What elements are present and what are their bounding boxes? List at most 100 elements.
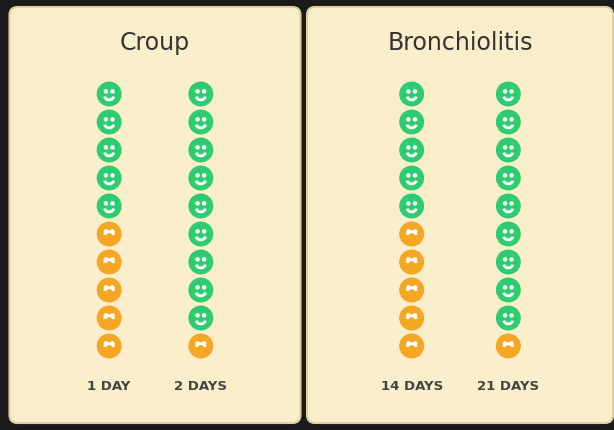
Circle shape <box>510 286 513 289</box>
Circle shape <box>98 334 121 358</box>
Circle shape <box>111 342 114 345</box>
Circle shape <box>413 314 416 317</box>
Circle shape <box>104 90 107 93</box>
Circle shape <box>189 250 212 274</box>
Circle shape <box>104 202 107 205</box>
Circle shape <box>111 118 114 121</box>
Circle shape <box>111 314 114 317</box>
Circle shape <box>503 118 507 121</box>
Circle shape <box>189 166 212 190</box>
Circle shape <box>203 258 206 261</box>
Circle shape <box>510 146 513 149</box>
Circle shape <box>497 82 520 106</box>
Circle shape <box>111 286 114 289</box>
Circle shape <box>407 202 410 205</box>
Circle shape <box>98 166 121 190</box>
Circle shape <box>497 166 520 190</box>
Circle shape <box>407 342 410 345</box>
Circle shape <box>111 90 114 93</box>
Circle shape <box>203 286 206 289</box>
Circle shape <box>104 342 107 345</box>
Circle shape <box>400 82 424 106</box>
Circle shape <box>407 286 410 289</box>
Circle shape <box>413 202 416 205</box>
Circle shape <box>407 90 410 93</box>
Circle shape <box>111 202 114 205</box>
Circle shape <box>400 138 424 162</box>
Circle shape <box>407 118 410 121</box>
Circle shape <box>413 174 416 177</box>
Circle shape <box>407 174 410 177</box>
Circle shape <box>400 334 424 358</box>
Circle shape <box>104 230 107 233</box>
Circle shape <box>497 194 520 218</box>
Circle shape <box>503 230 507 233</box>
Circle shape <box>98 82 121 106</box>
Circle shape <box>98 250 121 274</box>
Circle shape <box>503 342 507 345</box>
Circle shape <box>497 222 520 246</box>
Circle shape <box>510 118 513 121</box>
Circle shape <box>497 306 520 330</box>
Circle shape <box>111 146 114 149</box>
Circle shape <box>98 222 121 246</box>
Circle shape <box>503 286 507 289</box>
Text: 1 DAY: 1 DAY <box>87 381 131 393</box>
Circle shape <box>503 90 507 93</box>
Circle shape <box>510 230 513 233</box>
Circle shape <box>413 230 416 233</box>
Circle shape <box>510 342 513 345</box>
Circle shape <box>104 286 107 289</box>
Circle shape <box>111 174 114 177</box>
Circle shape <box>98 138 121 162</box>
Circle shape <box>400 278 424 302</box>
Circle shape <box>189 110 212 134</box>
Circle shape <box>400 306 424 330</box>
Circle shape <box>98 278 121 302</box>
Circle shape <box>407 146 410 149</box>
Circle shape <box>400 194 424 218</box>
Circle shape <box>497 278 520 302</box>
Circle shape <box>497 250 520 274</box>
Text: Bronchiolitis: Bronchiolitis <box>387 31 533 55</box>
Circle shape <box>203 174 206 177</box>
Circle shape <box>497 138 520 162</box>
Circle shape <box>503 146 507 149</box>
FancyBboxPatch shape <box>307 7 613 423</box>
Circle shape <box>189 306 212 330</box>
Circle shape <box>413 258 416 261</box>
Circle shape <box>98 306 121 330</box>
Circle shape <box>196 202 199 205</box>
Circle shape <box>413 90 416 93</box>
Circle shape <box>203 146 206 149</box>
Circle shape <box>503 258 507 261</box>
Text: 2 DAYS: 2 DAYS <box>174 381 227 393</box>
Circle shape <box>203 90 206 93</box>
Circle shape <box>196 286 199 289</box>
Circle shape <box>407 230 410 233</box>
Text: Croup: Croup <box>120 31 190 55</box>
Circle shape <box>510 258 513 261</box>
Circle shape <box>203 202 206 205</box>
Circle shape <box>400 110 424 134</box>
Circle shape <box>413 286 416 289</box>
Circle shape <box>503 174 507 177</box>
Circle shape <box>196 314 199 317</box>
Circle shape <box>413 342 416 345</box>
Circle shape <box>189 334 212 358</box>
Circle shape <box>98 110 121 134</box>
Circle shape <box>189 222 212 246</box>
Circle shape <box>104 174 107 177</box>
Circle shape <box>189 138 212 162</box>
Circle shape <box>413 118 416 121</box>
Circle shape <box>196 174 199 177</box>
Circle shape <box>196 90 199 93</box>
Circle shape <box>407 314 410 317</box>
Circle shape <box>189 194 212 218</box>
Circle shape <box>189 278 212 302</box>
Circle shape <box>203 230 206 233</box>
Circle shape <box>503 202 507 205</box>
Circle shape <box>104 258 107 261</box>
Circle shape <box>203 314 206 317</box>
Circle shape <box>497 334 520 358</box>
